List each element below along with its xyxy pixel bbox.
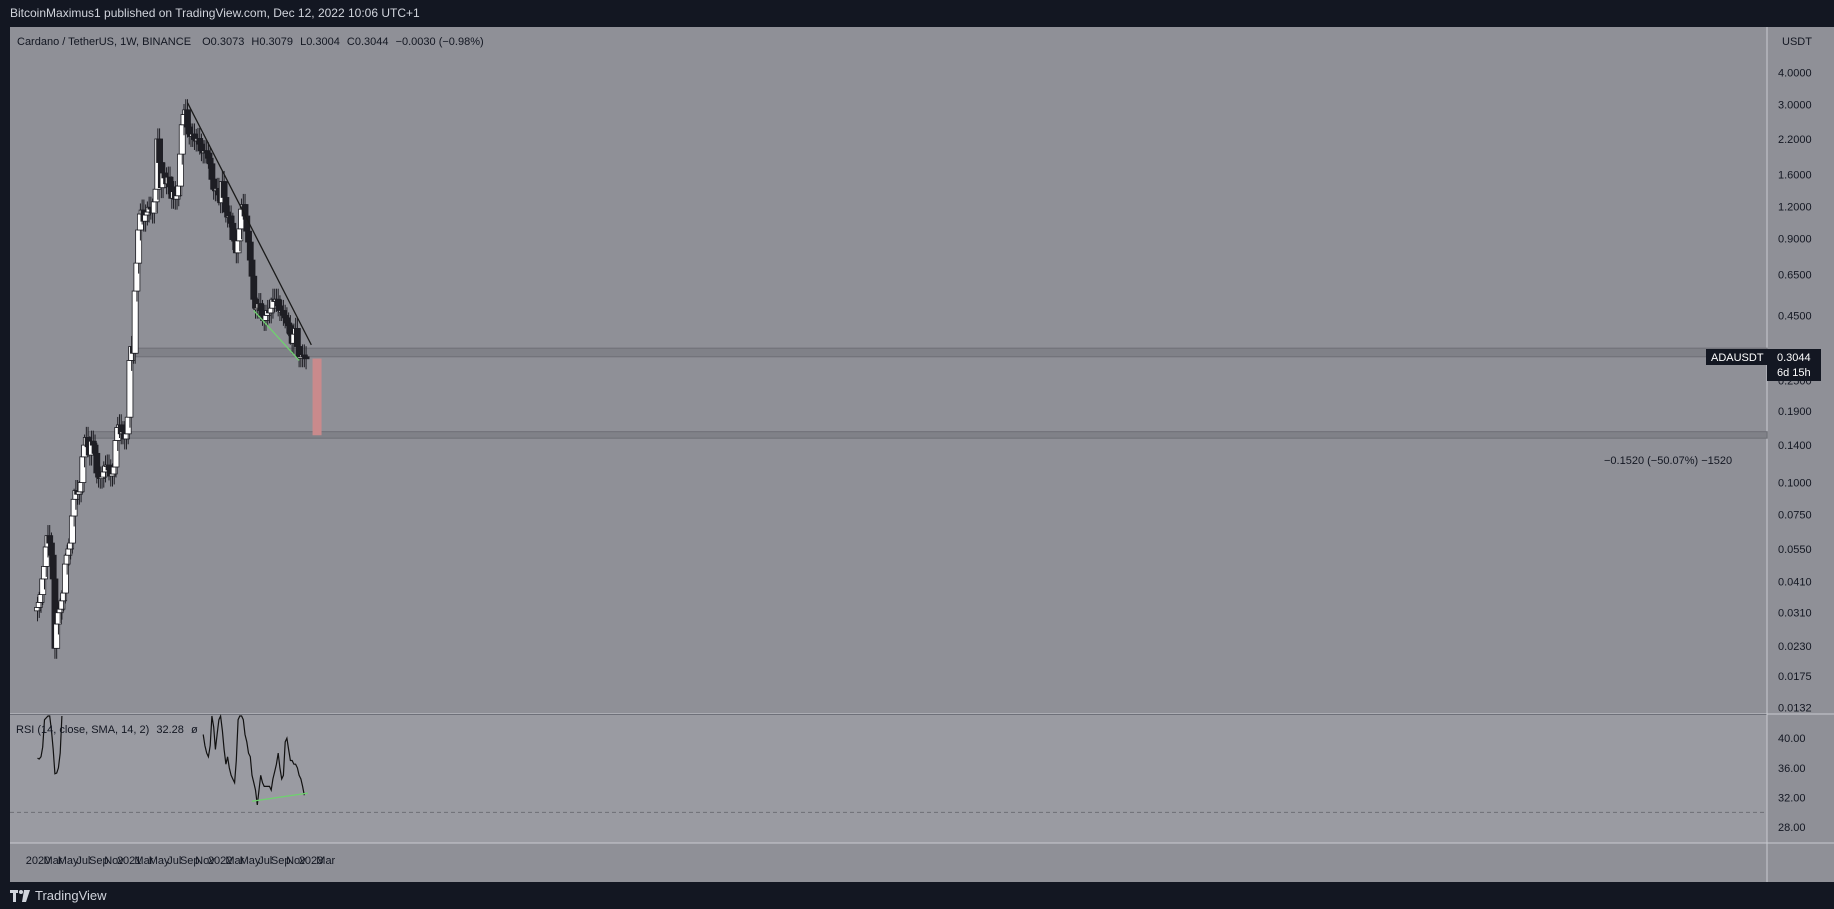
- publisher-text: BitcoinMaximus1 published on TradingView…: [10, 6, 420, 20]
- horizontal-zone-3: [87, 431, 1768, 439]
- price-tick-label: 0.0750: [1778, 509, 1812, 521]
- legend-change: −0.0030 (−0.98%): [396, 36, 484, 48]
- rsi-axis-ticks: 40.00 36.00 32.00 28.00: [1778, 733, 1806, 834]
- legend-symbol: Cardano / TetherUS, 1W, BINANCE: [17, 36, 191, 48]
- price-tick-label: 0.9000: [1778, 233, 1812, 245]
- time-tick-label: Mar: [43, 855, 62, 867]
- green-support-line: [253, 310, 300, 361]
- time-tick-label: Sep: [180, 855, 200, 867]
- publisher-bar: BitcoinMaximus1 published on TradingView…: [0, 0, 1834, 27]
- time-tick-label: 2021: [117, 855, 141, 867]
- time-tick-label: Nov: [195, 855, 215, 867]
- rsi-value: 32.28: [156, 724, 184, 736]
- rsi-pane-background: [10, 715, 1767, 843]
- time-tick-label: Sep: [89, 855, 109, 867]
- price-tick-label: 1.2000: [1778, 201, 1812, 213]
- price-tick-label: 0.1000: [1778, 478, 1812, 490]
- chart-panel[interactable]: 4.0000 3.0000 2.2000 1.6000 1.2000 0.9000 0.65…: [0, 27, 1834, 882]
- rsi-support-line: [251, 792, 308, 802]
- tradingview-logo[interactable]: TradingView: [10, 888, 107, 903]
- rsi-tick-label: 28.00: [1778, 822, 1806, 834]
- time-axis-ticks: 2020MarMayJulSepNov2021MarMayJulSepNov20…: [26, 855, 336, 867]
- rsi-tick-label: 40.00: [1778, 733, 1806, 745]
- time-tick-label: Nov: [104, 855, 124, 867]
- target-bar: [312, 358, 322, 436]
- legend-close-label: C: [347, 36, 355, 48]
- price-tick-label: 3.0000: [1778, 100, 1812, 112]
- price-tick-label: 0.0310: [1778, 608, 1812, 620]
- footer-brand: TradingView: [35, 888, 107, 903]
- candle: [302, 346, 310, 370]
- price-pane-background: [10, 27, 1767, 714]
- price-tick-label: 0.0175: [1778, 671, 1812, 683]
- horizontal-zone-2: [134, 347, 1768, 358]
- ticker-label: ADAUSDT: [1711, 352, 1764, 364]
- time-tick-label: May: [58, 855, 79, 867]
- measure-label: −0.1520 (−50.07%) −1520: [1604, 455, 1732, 467]
- rsi-tick-label: 36.00: [1778, 763, 1806, 775]
- price-tick-label: 0.0550: [1778, 544, 1812, 556]
- price-tick-label: 0.6500: [1778, 269, 1812, 281]
- time-axis-background: [10, 843, 1834, 882]
- time-tick-label: Sep: [271, 855, 291, 867]
- rsi-legend: RSI (14, close, SMA, 14, 2) 32.28 ø: [16, 724, 198, 736]
- legend-low-label: L: [300, 36, 306, 48]
- annotations-layer: [186, 102, 312, 361]
- legend-open-label: O: [202, 36, 211, 48]
- price-value-label: 0.3044: [1777, 352, 1811, 364]
- price-tick-label: 0.0230: [1778, 641, 1812, 653]
- time-tick-label: Jul: [76, 855, 90, 867]
- time-tick-label: 2022: [208, 855, 232, 867]
- legend-low-value: 0.3004: [306, 36, 340, 48]
- chart-svg[interactable]: 4.0000 3.0000 2.2000 1.6000 1.2000 0.9000 0.65…: [0, 27, 1834, 882]
- time-tick-label: Mar: [134, 855, 153, 867]
- time-tick-label: 2023: [299, 855, 323, 867]
- time-tick-label: Jul: [167, 855, 181, 867]
- legend-open-value: 0.3073: [211, 36, 245, 48]
- rsi-line: [37, 715, 63, 775]
- time-tick-label: Nov: [286, 855, 306, 867]
- price-tick-label: 4.0000: [1778, 68, 1812, 80]
- countdown-label: 6d 15h: [1777, 367, 1811, 379]
- rsi-suffix: ø: [191, 724, 198, 736]
- time-tick-label: 2020: [26, 855, 50, 867]
- time-tick-label: Jul: [258, 855, 272, 867]
- time-tick-label: Mar: [225, 855, 244, 867]
- price-tick-label: 0.4500: [1778, 310, 1812, 322]
- price-tick-label: 1.6000: [1778, 169, 1812, 181]
- candle-body-down: [302, 356, 310, 360]
- price-tick-label: 0.1400: [1778, 440, 1812, 452]
- rsi-tick-label: 32.00: [1778, 793, 1806, 805]
- rsi-layer: [10, 713, 1767, 813]
- time-tick-label: Mar: [316, 855, 335, 867]
- price-tick-label: 2.2000: [1778, 134, 1812, 146]
- legend-close-value: 0.3044: [355, 36, 389, 48]
- price-axis-unit: USDT: [1782, 36, 1812, 48]
- current-price-label: ADAUSDT 0.3044 6d 15h: [1706, 349, 1821, 381]
- price-tick-label: 0.0132: [1778, 703, 1812, 715]
- legend-high-value: 0.3079: [259, 36, 293, 48]
- legend-line: Cardano / TetherUS, 1W, BINANCE O0.3073 …: [17, 36, 484, 48]
- footer-bar: TradingView: [0, 882, 1834, 909]
- time-tick-label: May: [240, 855, 261, 867]
- candles-layer: [34, 99, 310, 659]
- price-axis-background: [1767, 27, 1834, 843]
- rsi-label: RSI (14, close, SMA, 14, 2): [16, 724, 149, 736]
- tradingview-logo-icon: [10, 889, 30, 902]
- time-tick-label: May: [149, 855, 170, 867]
- price-tick-label: 0.1900: [1778, 406, 1812, 418]
- price-tick-label: 0.0410: [1778, 577, 1812, 589]
- descending-trendline: [186, 102, 312, 346]
- rsi-line: [202, 713, 305, 805]
- legend-high-label: H: [251, 36, 259, 48]
